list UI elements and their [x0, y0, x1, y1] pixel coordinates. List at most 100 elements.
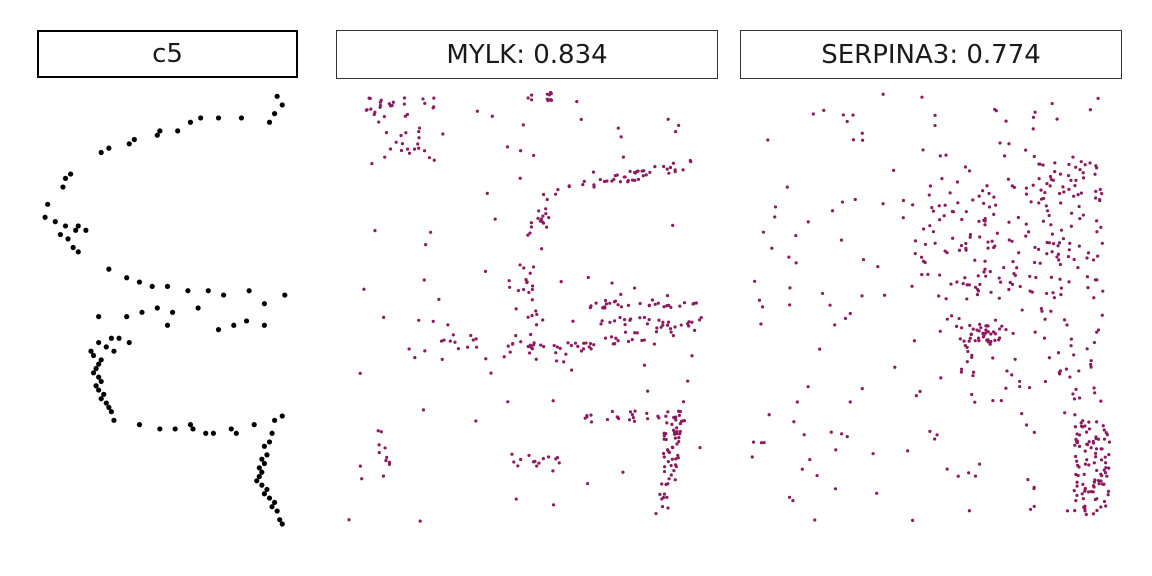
scatter-point	[991, 356, 995, 360]
scatter-point	[787, 495, 792, 499]
scatter-point	[427, 156, 432, 160]
scatter-point	[1079, 191, 1084, 195]
scatter-point	[677, 409, 681, 413]
scatter-point	[665, 421, 669, 425]
scatter-point	[358, 371, 362, 375]
scatter-point	[973, 258, 977, 262]
scatter-point	[677, 439, 681, 444]
scatter-point	[541, 221, 546, 225]
scatter-point	[761, 230, 766, 234]
scatter-point	[493, 217, 497, 221]
scatter-point	[526, 233, 530, 237]
scatter-point	[101, 391, 107, 397]
scatter-point	[644, 173, 648, 177]
scatter-point	[428, 230, 433, 234]
scatter-point	[589, 420, 594, 424]
scatter-point	[822, 108, 826, 112]
scatter-point	[636, 177, 641, 181]
scatter-point	[673, 436, 677, 440]
scatter-point	[569, 343, 573, 348]
scatter-point	[665, 294, 670, 298]
scatter-point	[1062, 318, 1067, 322]
scatter-point	[1020, 308, 1024, 312]
scatter-point	[68, 171, 74, 177]
scatter-point	[882, 293, 887, 297]
scatter-point	[238, 115, 245, 121]
scatter-point	[1004, 327, 1008, 332]
scatter-point	[277, 517, 283, 523]
scatter-point	[605, 179, 609, 183]
scatter-point	[973, 400, 977, 404]
scatter-point	[982, 218, 986, 222]
scatter-point	[693, 328, 697, 332]
scatter-point	[975, 293, 980, 297]
scatter-point	[1097, 482, 1101, 486]
scatter-point	[1099, 399, 1103, 403]
scatter-point	[851, 113, 855, 117]
scatter-point	[261, 460, 267, 467]
scatter-point	[616, 339, 620, 343]
scatter-point	[471, 338, 475, 342]
scatter-point	[446, 323, 450, 327]
scatter-point	[892, 168, 896, 172]
scatter-point	[1087, 427, 1092, 431]
scatter-point	[88, 348, 94, 354]
scatter-point	[828, 303, 832, 307]
scatter-point	[522, 266, 526, 270]
scatter-point	[1103, 471, 1108, 475]
scatter-point	[1098, 198, 1102, 203]
scatter-point	[1061, 185, 1065, 189]
scatter-point	[968, 336, 972, 340]
scatter-point	[1075, 459, 1079, 463]
scatter-point	[686, 379, 690, 383]
scatter-point	[546, 455, 551, 459]
scatter-point	[1106, 493, 1110, 497]
scatter-point	[508, 350, 512, 354]
scatter-point	[526, 315, 530, 319]
scatter-point	[998, 141, 1002, 145]
scatter-point	[1099, 479, 1103, 483]
scatter-point	[833, 487, 838, 491]
scatter-point	[417, 129, 421, 134]
scatter-point	[1048, 184, 1052, 188]
scatter-point	[1072, 194, 1076, 198]
scatter-point	[673, 431, 677, 435]
scatter-point	[221, 292, 227, 298]
scatter-point	[949, 282, 953, 286]
scatter-point	[1100, 241, 1104, 245]
scatter-point	[261, 301, 267, 307]
scatter-point	[987, 205, 992, 209]
scatter-point	[484, 357, 488, 361]
scatter-point	[671, 334, 676, 338]
scatter-point	[995, 231, 999, 235]
scatter-point	[928, 224, 932, 228]
scatter-point	[759, 441, 764, 445]
scatter-point	[474, 419, 478, 423]
scatter-point	[1101, 482, 1105, 486]
scatter-point	[1045, 209, 1050, 213]
scatter-point	[640, 169, 644, 173]
scatter-point	[1104, 461, 1108, 465]
scatter-point	[654, 330, 659, 334]
scatter-point	[1066, 255, 1071, 259]
scatter-point	[662, 492, 667, 496]
scatter-point	[514, 334, 518, 338]
scatter-point	[619, 292, 623, 296]
scatter-point	[976, 274, 980, 278]
scatter-point	[640, 338, 644, 343]
scatter-point	[678, 422, 682, 426]
scatter-point	[1055, 255, 1059, 259]
scatter-point	[626, 179, 630, 183]
scatter-point	[598, 177, 602, 182]
scatter-point	[1049, 275, 1054, 279]
scatter-point	[157, 128, 163, 134]
scatter-point	[490, 114, 494, 118]
scatter-point	[1010, 239, 1014, 243]
scatter-point	[619, 135, 623, 139]
scatter-point	[347, 518, 351, 522]
scatter-point	[555, 345, 559, 349]
scatter-point	[530, 287, 534, 292]
scatter-point	[1074, 472, 1078, 477]
scatter-point	[978, 282, 982, 286]
scatter-point	[668, 327, 673, 331]
